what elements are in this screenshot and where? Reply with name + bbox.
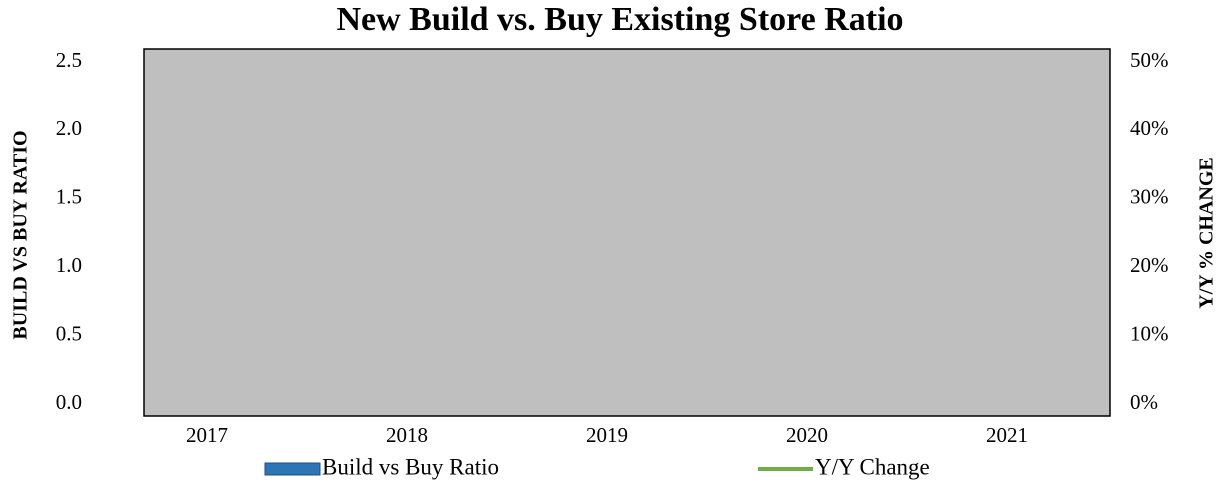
legend-swatch bbox=[264, 462, 321, 476]
x-tick-label: 2020 bbox=[786, 423, 828, 447]
y-tick-label: 1.0 bbox=[56, 253, 82, 277]
y-tick-label: 1.5 bbox=[56, 185, 82, 209]
y2-tick-label: 0% bbox=[1130, 390, 1158, 414]
y2-tick-label: 10% bbox=[1130, 321, 1169, 345]
y2-axis-title: Y/Y % CHANGE bbox=[1196, 157, 1218, 308]
y2-tick-label: 40% bbox=[1130, 116, 1169, 140]
y2-tick-label: 50% bbox=[1130, 48, 1169, 72]
x-tick-label: 2017 bbox=[186, 423, 228, 447]
legend-label: Build vs Buy Ratio bbox=[322, 454, 499, 479]
y-tick-label: 0.0 bbox=[56, 390, 82, 414]
y-tick-label: 2.5 bbox=[56, 48, 82, 72]
y2-tick-label: 20% bbox=[1130, 253, 1169, 277]
chart-title: New Build vs. Buy Existing Store Ratio bbox=[336, 1, 903, 38]
y-axis-title: BUILD VS BUY RATIO bbox=[10, 130, 32, 339]
y-tick-label: 0.5 bbox=[56, 321, 82, 345]
x-tick-label: 2019 bbox=[586, 423, 628, 447]
plot-area bbox=[143, 48, 1111, 417]
x-tick-label: 2018 bbox=[386, 423, 428, 447]
x-tick-label: 2021 bbox=[986, 423, 1028, 447]
y-tick-label: 2.0 bbox=[56, 116, 82, 140]
y2-tick-label: 30% bbox=[1130, 185, 1169, 209]
legend-label: Y/Y Change bbox=[815, 454, 930, 479]
